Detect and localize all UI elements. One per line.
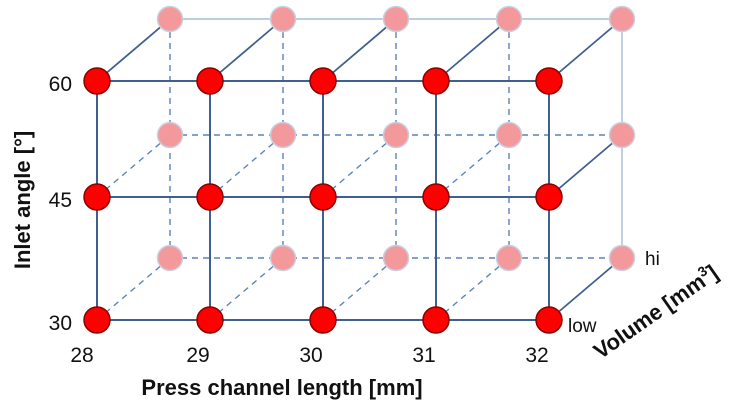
- y-tick-60: 60: [49, 73, 72, 96]
- node-hi-29-45: [269, 121, 297, 149]
- depth-connector-31-45: [435, 134, 510, 198]
- depth-connector-30-30: [322, 257, 397, 321]
- node-hi-28-30: [156, 244, 184, 272]
- depth-connector-29-30: [209, 257, 284, 321]
- node-low-28-45: [83, 183, 111, 211]
- depth-connector-30-60: [322, 18, 397, 82]
- node-hi-28-45: [156, 121, 184, 149]
- node-hi-32-45: [608, 121, 636, 149]
- node-low-30-30: [309, 306, 337, 334]
- x-axis-ticks: 28 29 30 31 32: [70, 344, 548, 367]
- depth-connector-28-30: [96, 257, 171, 321]
- node-low-32-30: [535, 306, 563, 334]
- depth-connector-31-30: [435, 257, 510, 321]
- z-level-hi: hi: [645, 249, 660, 270]
- node-hi-29-30: [269, 244, 297, 272]
- x-tick-28: 28: [70, 344, 93, 367]
- node-hi-31-45: [495, 121, 523, 149]
- node-hi-32-60: [608, 5, 636, 33]
- node-hi-28-60: [156, 5, 184, 33]
- back-plane-nodes: [156, 5, 636, 272]
- z-axis-title: Volume [mm3]: [588, 258, 723, 364]
- y-axis-title: Inlet angle [°]: [10, 131, 35, 269]
- node-low-30-45: [309, 183, 337, 211]
- node-hi-32-30: [608, 244, 636, 272]
- y-tick-45: 45: [49, 189, 72, 212]
- x-tick-32: 32: [525, 344, 548, 367]
- depth-connector-29-45: [209, 134, 284, 198]
- depth-connector-29-60: [209, 18, 284, 82]
- depth-connector-28-45: [96, 134, 171, 198]
- y-axis-ticks: 60 45 30: [49, 73, 72, 335]
- x-tick-30: 30: [299, 344, 322, 367]
- depth-connector-31-60: [435, 18, 510, 82]
- y-tick-30: 30: [49, 312, 72, 335]
- x-tick-31: 31: [412, 344, 435, 367]
- node-low-30-60: [309, 67, 337, 95]
- z-axis-title-main: Volume [mm: [589, 269, 710, 364]
- node-low-28-60: [83, 67, 111, 95]
- depth-connector-32-45: [548, 134, 623, 198]
- depth-connector-28-60: [96, 18, 171, 82]
- node-low-28-30: [83, 306, 111, 334]
- node-low-32-60: [535, 67, 563, 95]
- node-hi-31-30: [495, 244, 523, 272]
- node-low-32-45: [535, 183, 563, 211]
- node-hi-30-30: [382, 244, 410, 272]
- front-plane-nodes: [83, 67, 563, 334]
- node-hi-31-60: [495, 5, 523, 33]
- depth-connector-32-30: [548, 257, 623, 321]
- node-hi-30-60: [382, 5, 410, 33]
- node-low-29-60: [196, 67, 224, 95]
- node-low-31-30: [422, 306, 450, 334]
- depth-connectors: [96, 18, 623, 321]
- node-low-29-30: [196, 306, 224, 334]
- depth-connector-30-45: [322, 134, 397, 198]
- z-level-low: low: [568, 316, 597, 337]
- x-tick-29: 29: [186, 344, 209, 367]
- node-low-31-45: [422, 183, 450, 211]
- node-hi-30-45: [382, 121, 410, 149]
- x-axis-title: Press channel length [mm]: [141, 375, 422, 400]
- node-hi-29-60: [269, 5, 297, 33]
- depth-connector-32-60: [548, 18, 623, 82]
- node-low-29-45: [196, 183, 224, 211]
- node-low-31-60: [422, 67, 450, 95]
